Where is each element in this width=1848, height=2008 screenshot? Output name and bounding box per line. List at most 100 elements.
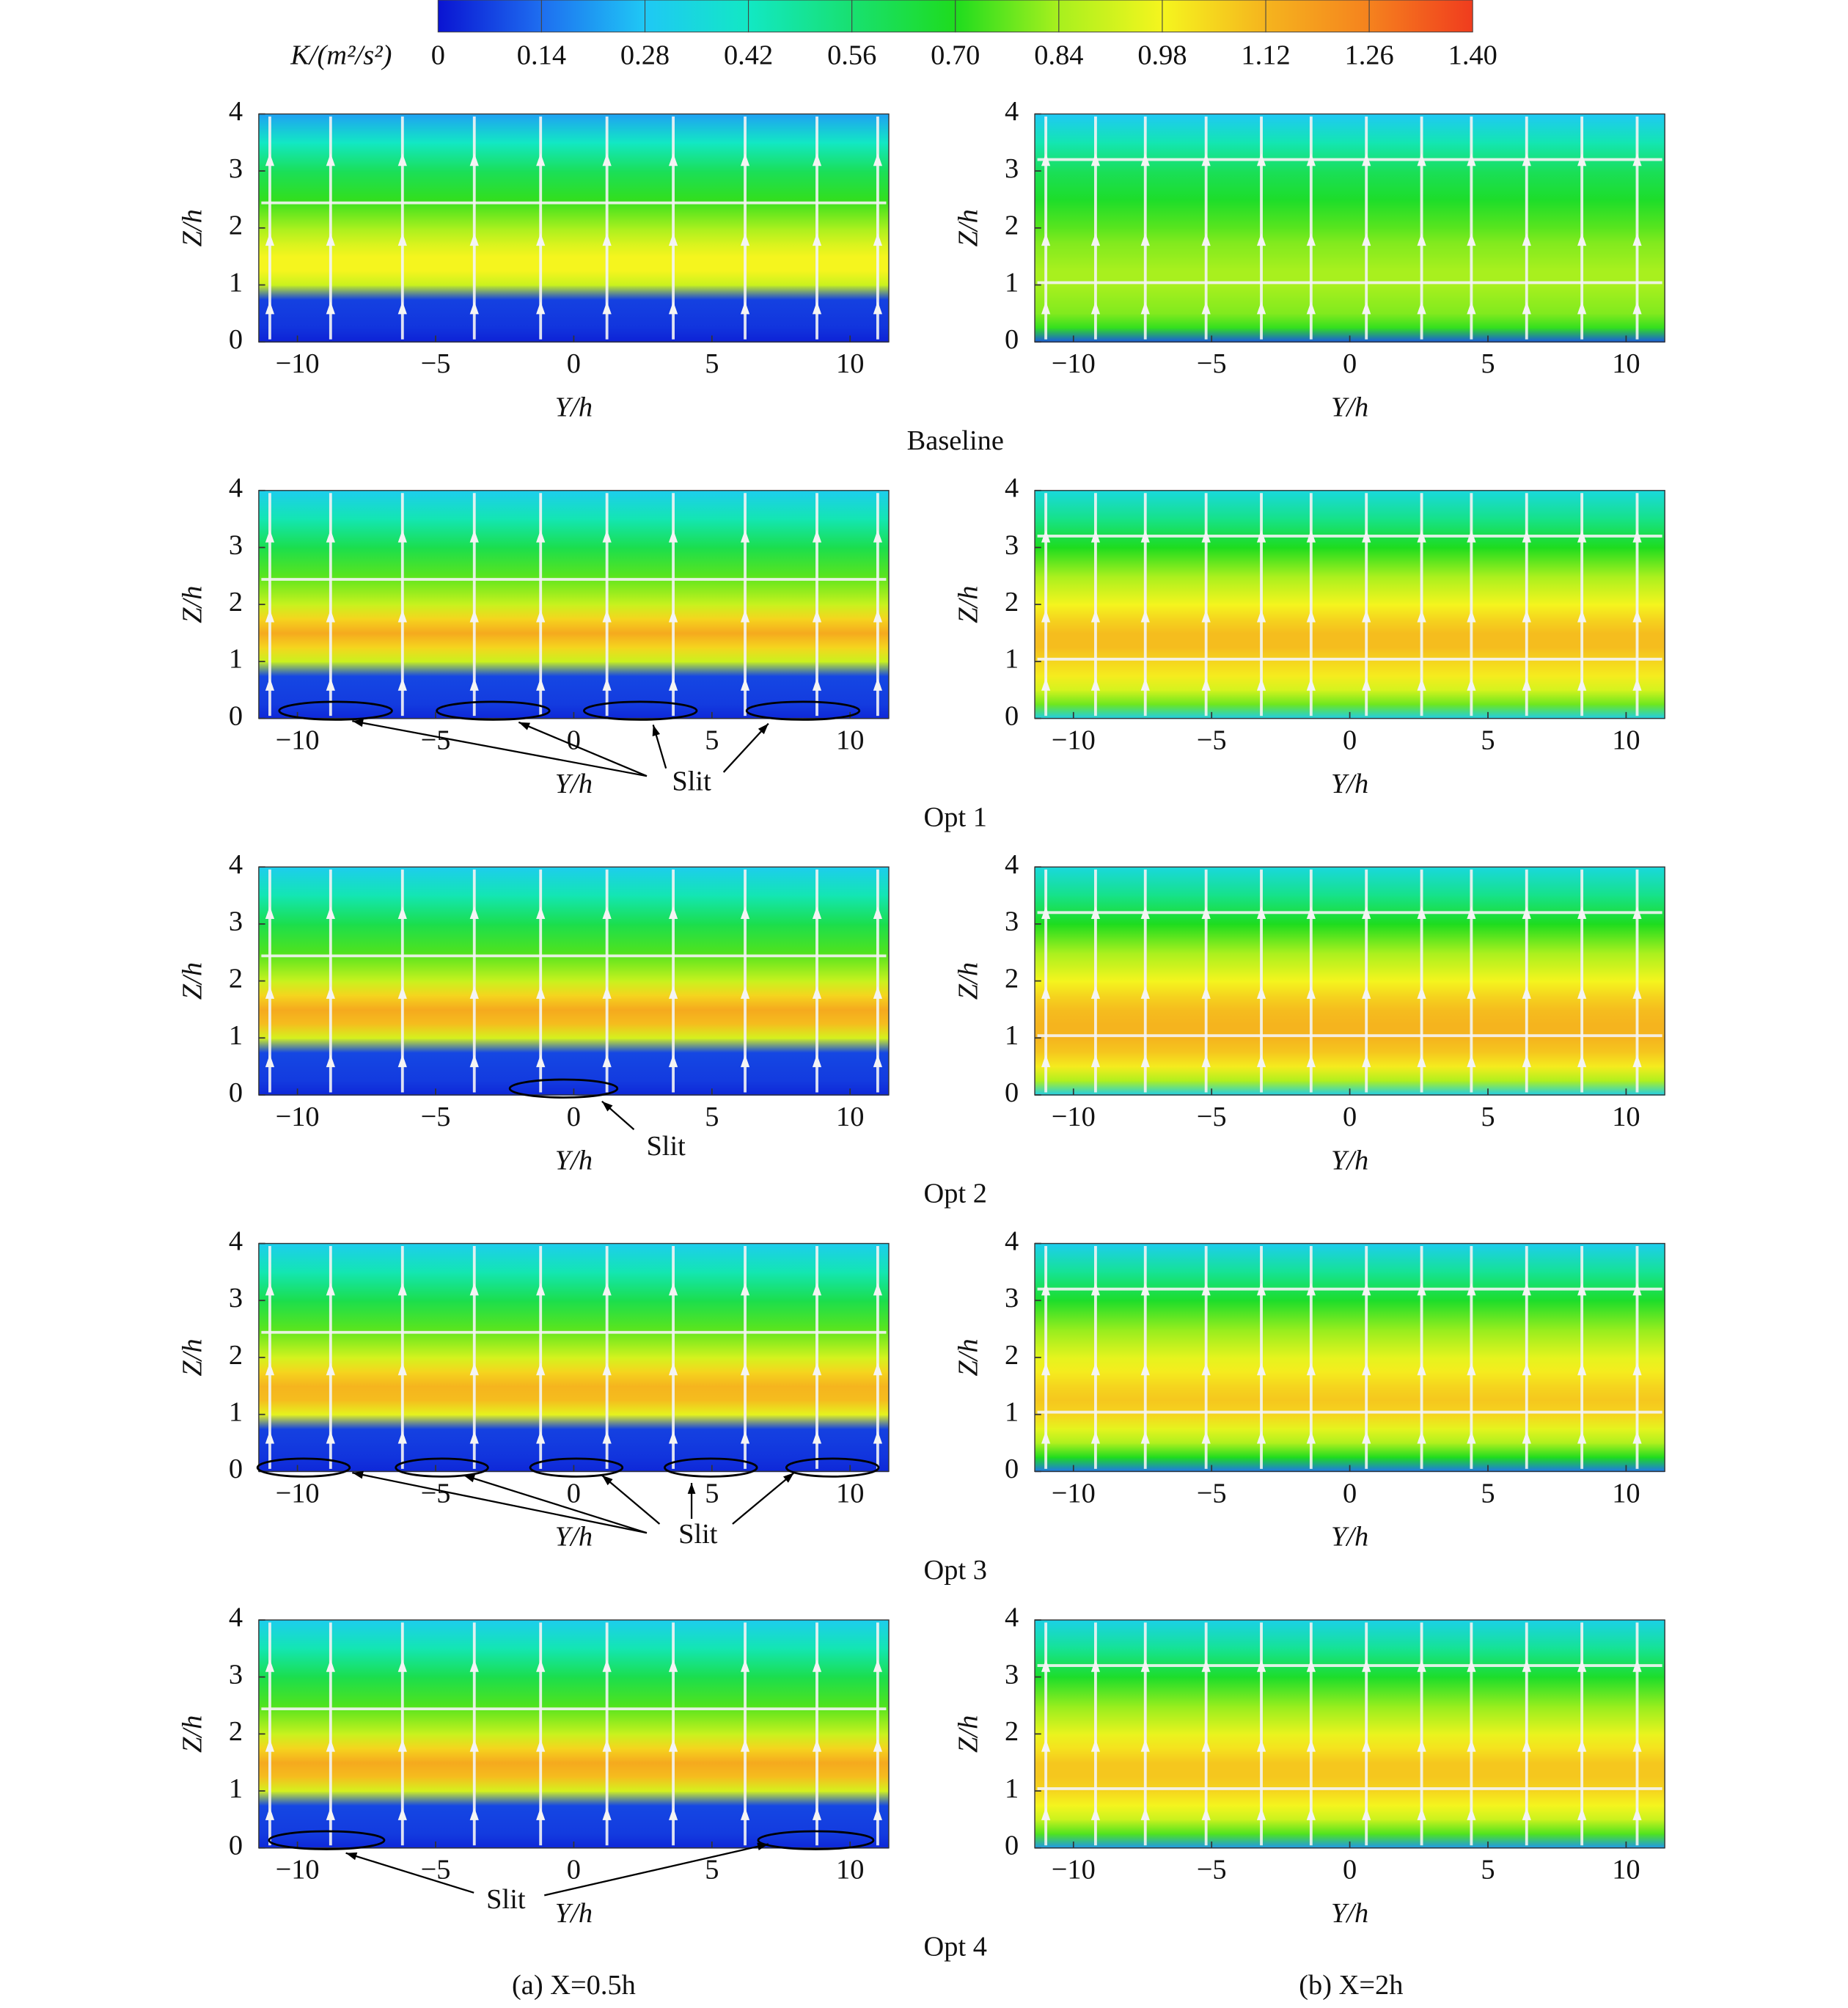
streamline-arrow (536, 678, 546, 691)
annotation-arrow (601, 1474, 661, 1525)
streamline-arrow (265, 301, 275, 315)
column-caption: (a) X=0.5h (512, 1970, 636, 2001)
contour-band (258, 1748, 889, 1764)
streamline-arrow (265, 678, 275, 691)
x-tick-label: 10 (1612, 725, 1640, 756)
streamline-arrow (602, 1807, 612, 1820)
streamline-arrow (812, 153, 822, 166)
annotation-arrow (345, 1852, 474, 1894)
x-axis-label: Y/h (1331, 1145, 1368, 1176)
streamline-arrow (812, 301, 822, 315)
streamline-arrow (1632, 1362, 1642, 1376)
y-tick-label: 3 (229, 153, 243, 184)
x-tick-label: −10 (1052, 348, 1096, 379)
x-tick-label: −5 (1197, 1102, 1227, 1132)
annotation: Slit (646, 1131, 686, 1162)
streamline-arrow (740, 1054, 750, 1068)
contour-band (258, 1705, 889, 1735)
streamline-arrow (1201, 232, 1211, 246)
streamline-arrow (602, 1430, 612, 1444)
contour-band (1035, 1038, 1665, 1053)
x-tick-label: −10 (1052, 1855, 1096, 1886)
streamline-arrow (873, 1430, 883, 1444)
annotation-arrowhead (352, 719, 364, 728)
slit-ellipse (745, 700, 861, 721)
streamline-arrow (1632, 1054, 1642, 1068)
contour-band (258, 519, 889, 549)
streamline-arrow (1201, 1362, 1211, 1376)
contour-band (1035, 633, 1665, 648)
x-tick-label: 0 (567, 1478, 581, 1509)
y-tick-label: 4 (229, 849, 243, 880)
annotation-arrow (352, 1471, 648, 1534)
streamline-arrow (740, 1430, 750, 1444)
contour-band (258, 1805, 889, 1820)
streamline-arrow (397, 153, 407, 166)
contour-band (258, 1300, 889, 1330)
annotation-arrowhead (757, 1842, 769, 1851)
streamline-arrow (1090, 1807, 1101, 1820)
streamline-arrow (1201, 1807, 1211, 1820)
streamline-arrow (469, 301, 479, 315)
streamline-arrow (265, 232, 275, 246)
x-tick-label: −5 (1197, 348, 1227, 379)
colorbar-tick-label: 0.98 (1137, 40, 1187, 70)
streamline-arrow (469, 986, 479, 999)
streamline-arrow (1256, 1054, 1266, 1068)
streamline-arrow (1041, 1807, 1051, 1820)
colorbar-label: K/(m²/s²) (290, 40, 392, 70)
streamline-arrow (1362, 1430, 1371, 1444)
contour-band (1035, 114, 1665, 144)
annotation: Slit (678, 1519, 718, 1550)
contour-band (1035, 1357, 1665, 1373)
panel (258, 490, 890, 719)
streamline-arrow (602, 1054, 612, 1068)
streamline-arrow (1632, 232, 1642, 246)
y-tick-label: 2 (1005, 963, 1019, 994)
annotation-arrow (518, 721, 648, 777)
y-axis-label: Z/h (177, 586, 208, 623)
streamline-arrow (873, 1282, 883, 1296)
contour-band (258, 923, 889, 953)
x-tick-label: 10 (836, 1478, 864, 1509)
streamline-arrow (469, 1739, 479, 1752)
contour-band (1035, 298, 1665, 315)
streamline-arrow (265, 609, 275, 623)
y-tick-label: 4 (1005, 96, 1019, 127)
streamline-arrow (812, 1054, 822, 1068)
y-tick-label: 3 (1005, 530, 1019, 560)
streamline-arrow (873, 232, 883, 246)
streamline-arrow (873, 1807, 883, 1820)
y-axis-label: Z/h (953, 1338, 984, 1376)
contour-band (1035, 704, 1665, 719)
streamline-arrow (812, 678, 822, 691)
y-tick-label: 3 (229, 906, 243, 937)
streamline-arrow (812, 986, 822, 999)
streamline-arrow (1467, 678, 1476, 691)
streamline-arrow (469, 1282, 479, 1296)
streamline-arrow (602, 301, 612, 315)
streamline-arrow (265, 1282, 275, 1296)
streamline-arrow (740, 678, 750, 691)
annotation-arrowhead (687, 1483, 696, 1494)
contour-band (258, 1009, 889, 1025)
x-tick-label: −10 (276, 348, 320, 379)
streamline-arrow (873, 906, 883, 920)
y-tick-label: 4 (229, 96, 243, 127)
streamline-arrow (602, 530, 612, 543)
streamline-arrow (1201, 1430, 1211, 1444)
slit-ellipse (508, 1078, 619, 1099)
streamline-arrow (536, 1807, 546, 1820)
y-axis-label: Z/h (177, 1715, 208, 1753)
x-tick-label: 0 (1343, 725, 1357, 756)
contour-band (258, 1791, 889, 1806)
x-axis-label: Y/h (1331, 769, 1368, 799)
streamline-arrow (668, 986, 678, 999)
streamline-arrow (1362, 986, 1371, 999)
streamline-arrow (1577, 1054, 1587, 1068)
contour-band (1035, 1429, 1665, 1444)
streamline-arrow (1256, 1362, 1266, 1376)
contour-band (258, 1776, 889, 1792)
streamline-arrow (397, 678, 407, 691)
